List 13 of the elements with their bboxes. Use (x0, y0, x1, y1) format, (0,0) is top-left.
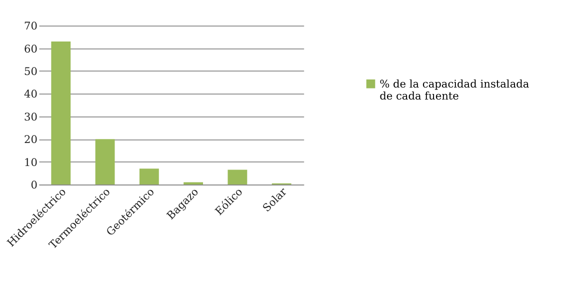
legend-label: % de la capacidad instalada de cada fuente (380, 78, 530, 103)
y-tick-label: 30 (24, 111, 38, 124)
bar (95, 139, 115, 184)
bar (228, 170, 248, 184)
y-tick-label: 10 (24, 156, 38, 169)
y-tick-label: 60 (24, 43, 38, 56)
bar (51, 41, 71, 184)
y-tick-label: 50 (24, 66, 38, 78)
y-tick-label: 40 (24, 88, 38, 101)
y-tick-label: 70 (24, 20, 38, 33)
bar (139, 168, 159, 184)
y-tick-label: 0 (30, 179, 38, 192)
y-tick-label: 20 (24, 134, 38, 146)
